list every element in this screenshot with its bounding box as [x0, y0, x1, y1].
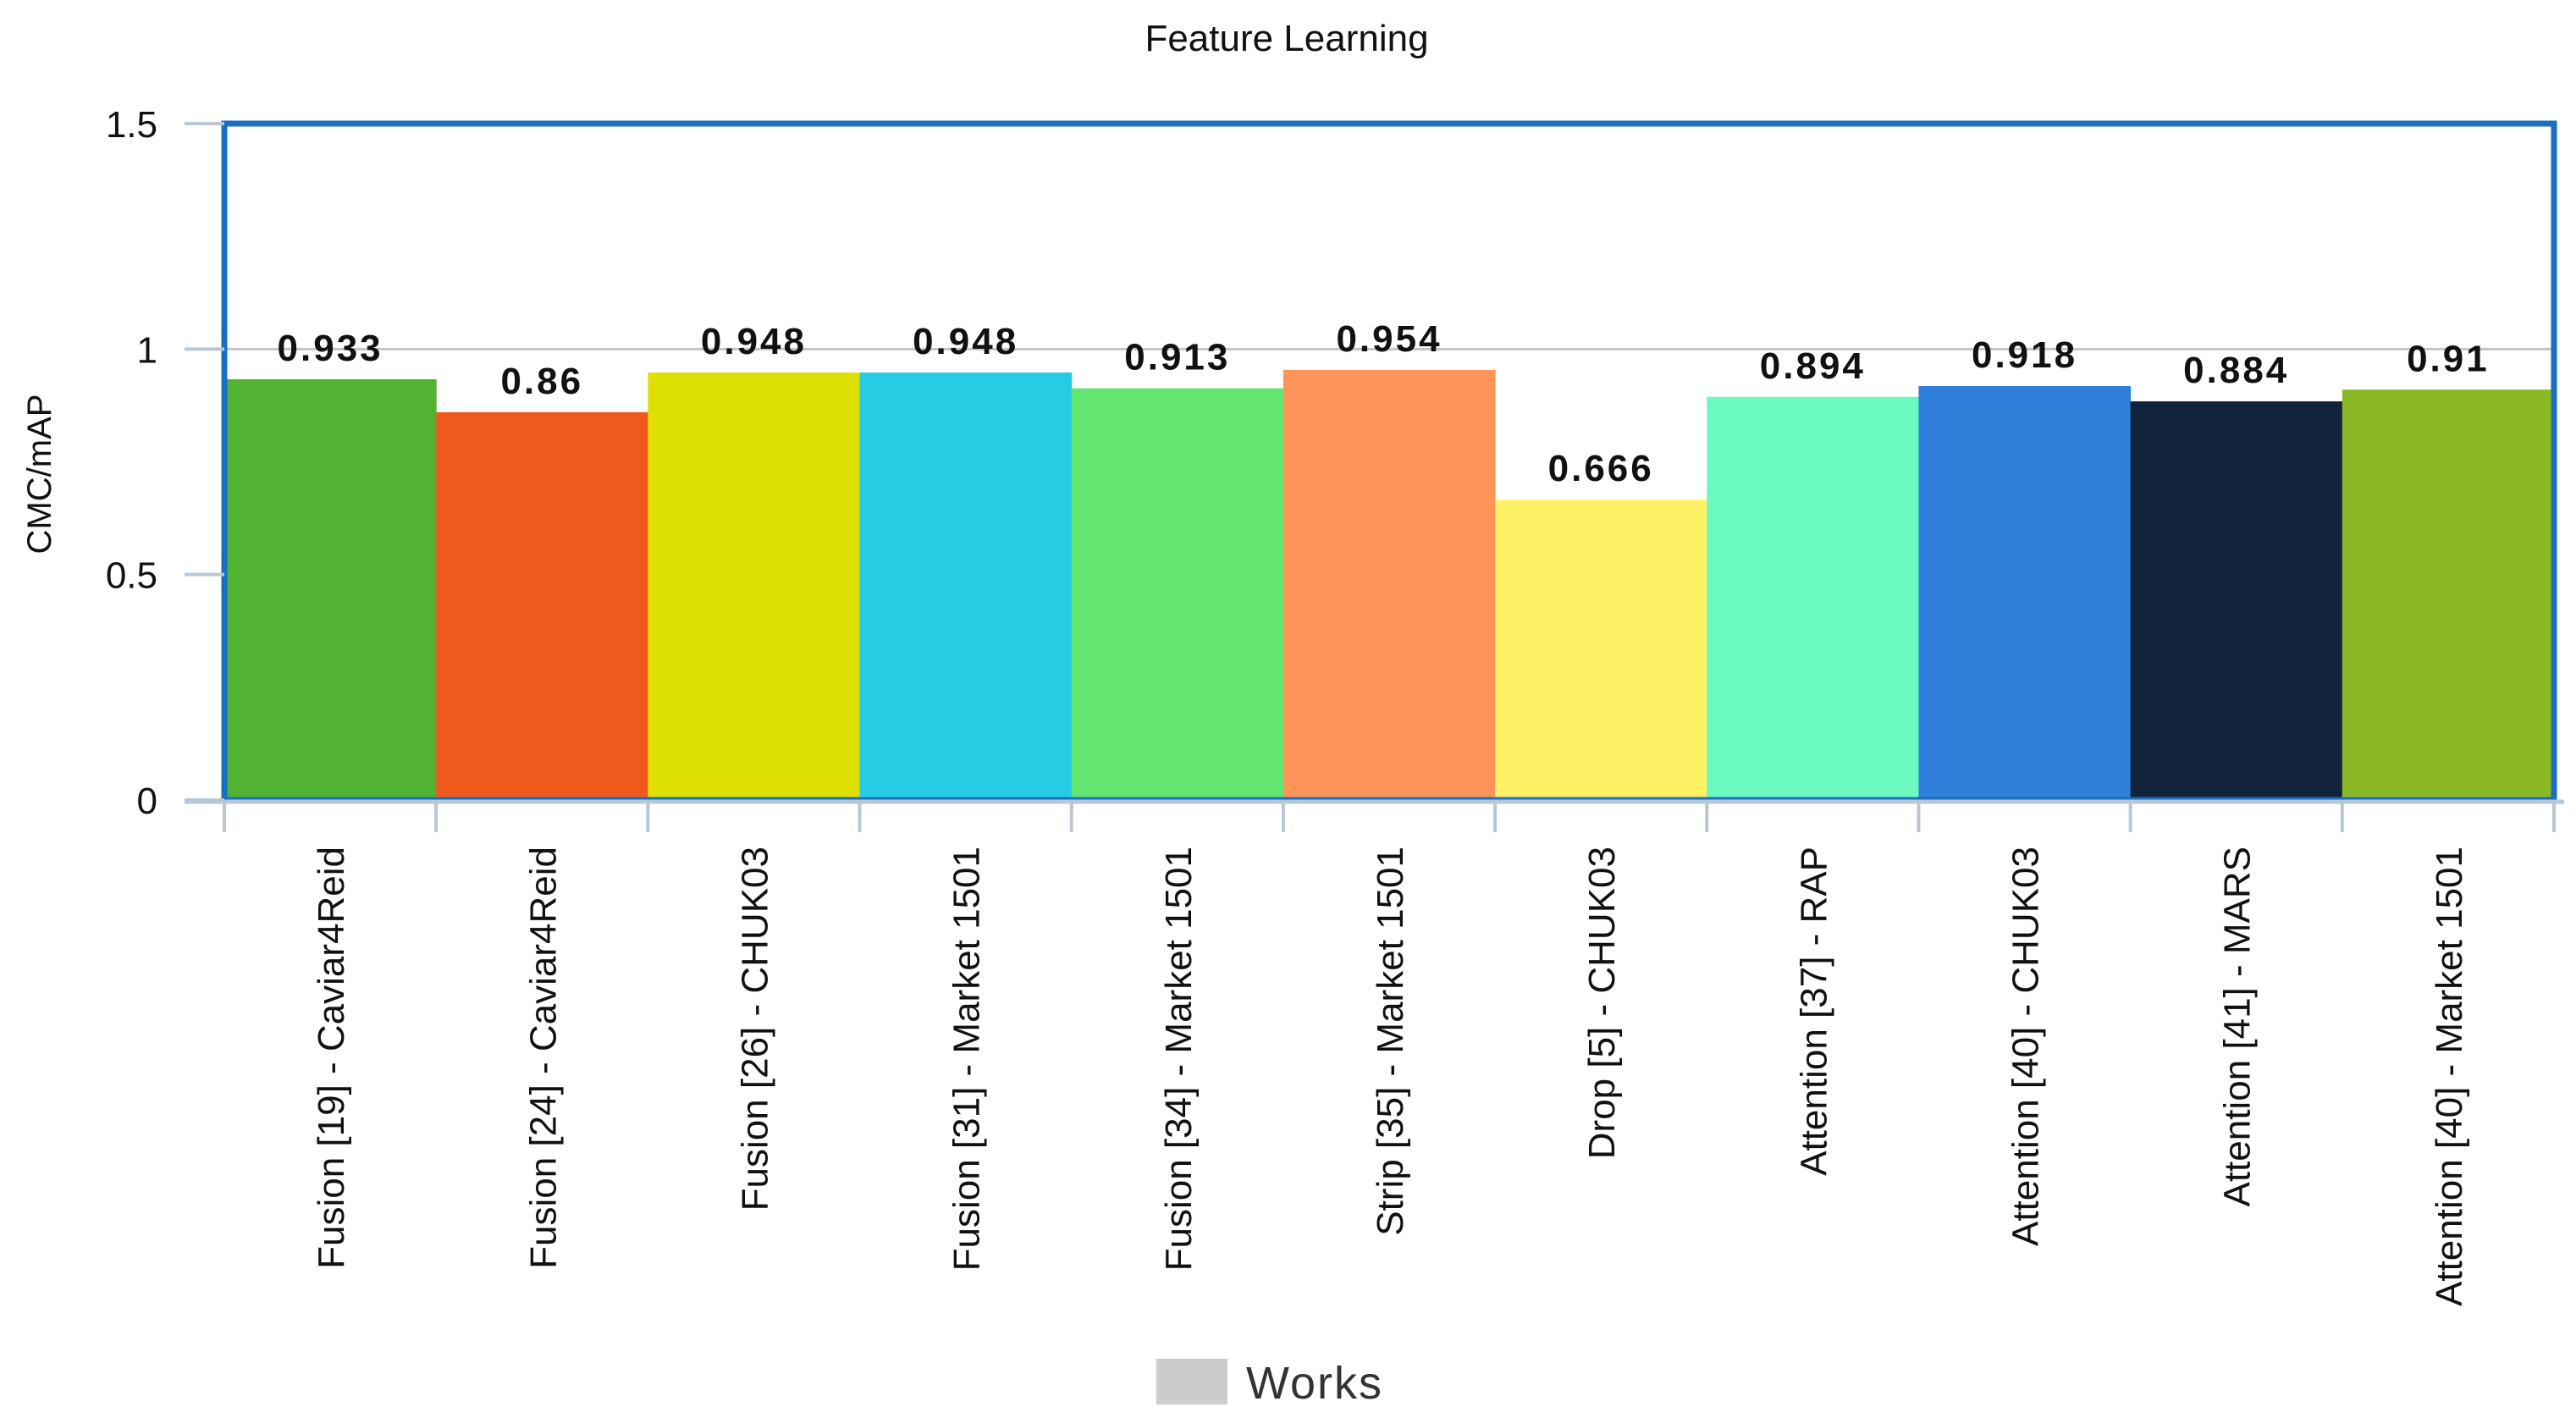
y-tick-label: 0	[137, 781, 157, 822]
bar	[2342, 389, 2555, 800]
bar	[436, 411, 648, 800]
bar	[1071, 388, 1284, 800]
data-label: 0.666	[1548, 448, 1654, 489]
x-tick-label: Attention [37] - RAP	[1793, 847, 1834, 1176]
data-label: 0.954	[1336, 318, 1442, 360]
bar	[1918, 386, 2132, 800]
data-label: 0.894	[1760, 345, 1866, 387]
bar	[1282, 369, 1496, 800]
axes	[185, 122, 2564, 832]
bar	[859, 372, 1073, 800]
data-label: 0.91	[2407, 338, 2490, 379]
data-label: 0.913	[1124, 337, 1230, 378]
x-tick-label: Fusion [34] - Market 1501	[1158, 847, 1200, 1271]
legend-label: Works	[1246, 1358, 1383, 1409]
x-tick-label: Attention [40] - Market 1501	[2429, 847, 2470, 1306]
data-label: 0.86	[500, 361, 583, 402]
x-tick-labels: Fusion [19] - Caviar4Reid Fusion [24] - C…	[311, 847, 2470, 1306]
y-tick-label: 1.5	[106, 104, 157, 146]
data-labels: 0.933 0.86 0.948 0.948 0.913 0.954 0.666 0.894 0…	[278, 318, 2490, 489]
bars	[224, 369, 2555, 800]
bar	[1495, 499, 1707, 800]
y-tick-label: 1	[137, 329, 157, 371]
data-label: 0.884	[2183, 350, 2289, 391]
x-tick-label: Drop [5] - CHUK03	[1581, 847, 1623, 1159]
y-tick-labels: 0 0.5 1 1.5	[106, 104, 157, 822]
bar	[648, 372, 861, 800]
data-label: 0.933	[278, 328, 383, 369]
bar	[1707, 396, 1919, 800]
legend-swatch	[1156, 1359, 1227, 1404]
x-tick-label: Fusion [26] - CHUK03	[734, 847, 775, 1211]
chart-title: Feature Learning	[1145, 18, 1428, 59]
x-tick-label: Attention [41] - MARS	[2217, 847, 2259, 1207]
y-axis-label: CMC/mAP	[21, 395, 58, 555]
legend: Works	[1156, 1358, 1383, 1409]
bar	[2130, 401, 2343, 800]
y-tick-label: 0.5	[106, 555, 157, 597]
x-tick-label: Fusion [24] - Caviar4Reid	[522, 847, 564, 1269]
x-tick-label: Fusion [31] - Market 1501	[946, 847, 988, 1271]
x-tick-label: Fusion [19] - Caviar4Reid	[311, 847, 352, 1269]
x-tick-label: Attention [40] - CHUK03	[2005, 847, 2047, 1246]
x-tick-label: Strip [35] - Market 1501	[1370, 847, 1411, 1236]
data-label: 0.948	[701, 321, 807, 362]
bar	[224, 379, 437, 800]
data-label: 0.948	[913, 321, 1018, 362]
data-label: 0.918	[1972, 334, 2077, 376]
